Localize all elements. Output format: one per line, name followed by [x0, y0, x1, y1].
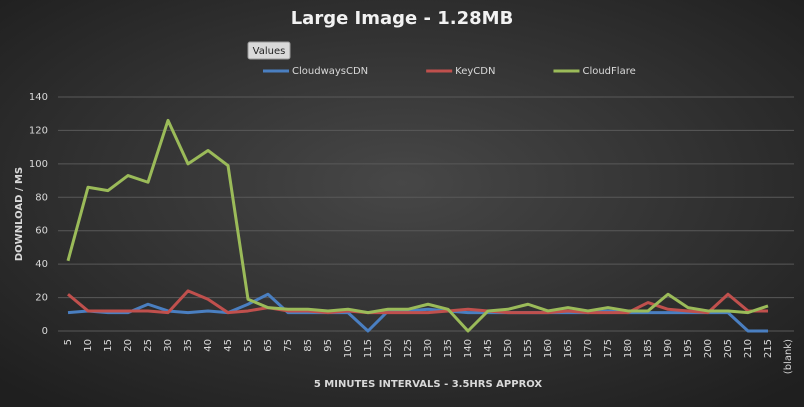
series-line: [67, 289, 768, 315]
x-tick-label: 55: [243, 339, 254, 352]
y-tick-label: 20: [35, 293, 48, 304]
field-button[interactable]: Values: [253, 46, 286, 57]
x-tick-label: 195: [683, 339, 694, 358]
x-tick-label: 145: [483, 339, 494, 358]
legend-label: KeyCDN: [455, 66, 495, 77]
x-tick-label: 180: [623, 339, 634, 358]
x-tick-label: 45: [223, 339, 234, 352]
x-tick-label: 75: [283, 339, 294, 352]
x-tick-label: 215: [763, 339, 774, 358]
x-tick-label: 130: [423, 339, 434, 358]
y-tick-label: 80: [35, 192, 48, 203]
x-tick-label: 95: [323, 339, 334, 352]
x-tick-label: 200: [703, 339, 714, 358]
field-button-bg[interactable]: [247, 41, 291, 60]
x-tick-label: 205: [723, 339, 734, 358]
y-tick-label: 140: [29, 92, 48, 103]
y-tick-label: 0: [42, 326, 48, 337]
x-tick-label: 165: [563, 339, 574, 358]
x-tick-label: 125: [403, 339, 414, 358]
x-tick-label: 170: [583, 339, 594, 358]
series-line: [67, 292, 768, 333]
x-tick-label: 115: [363, 339, 374, 358]
x-tick-label: 210: [743, 339, 754, 358]
x-tick-label: (blank): [783, 339, 794, 374]
x-tick-label: 10: [83, 339, 94, 352]
y-tick-label: 60: [35, 226, 48, 237]
x-tick-label: 135: [443, 339, 454, 358]
y-tick-label: 120: [29, 125, 48, 136]
x-tick-label: 120: [383, 339, 394, 358]
x-tick-label: 35: [183, 339, 194, 352]
x-tick-label: 85: [303, 339, 314, 352]
x-tick-label: 155: [523, 339, 534, 358]
legend-label: CloudFlare: [582, 66, 635, 77]
x-tick-label: 160: [543, 339, 554, 358]
chart-title: Large Image - 1.28MB: [291, 8, 514, 29]
x-tick-label: 105: [343, 339, 354, 358]
x-tick-label: 175: [603, 339, 614, 358]
x-axis-title: 5 MINUTES INTERVALS - 3.5HRS APPROX: [314, 379, 543, 390]
series-line: [66, 118, 769, 333]
x-tick-label: 190: [663, 339, 674, 358]
legend-label: CloudwaysCDN: [292, 66, 368, 77]
x-tick-label: 5: [63, 339, 74, 345]
x-tick-label: 20: [123, 339, 134, 352]
y-tick-label: 100: [29, 159, 48, 170]
y-tick-label: 40: [35, 259, 48, 270]
x-tick-label: 65: [263, 339, 274, 352]
x-tick-label: 30: [163, 339, 174, 352]
x-tick-label: 25: [143, 339, 154, 352]
x-tick-label: 15: [103, 339, 114, 352]
x-tick-label: 150: [503, 339, 514, 358]
x-tick-label: 140: [463, 339, 474, 358]
x-tick-label: 185: [643, 339, 654, 358]
y-axis-title: DOWNLOAD / MS: [14, 167, 25, 261]
x-tick-label: 40: [203, 339, 214, 352]
